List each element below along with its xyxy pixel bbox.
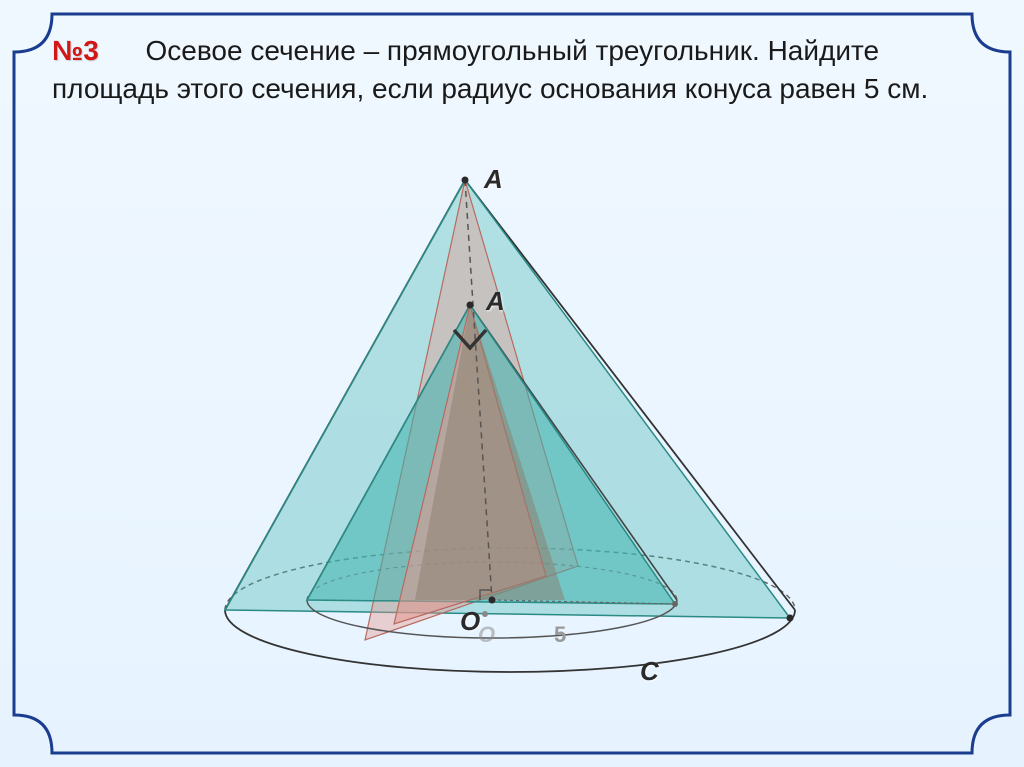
label-radius: 5: [554, 622, 566, 648]
label-point-c: С: [640, 656, 659, 687]
problem-statement: №3 Осевое сечение – прямоугольный треуго…: [52, 32, 972, 108]
cone-diagram: А А О О С 5: [170, 170, 850, 730]
problem-number: №3: [52, 35, 99, 66]
label-apex-inner: А: [486, 286, 505, 317]
problem-line1: Осевое сечение – прямоугольный треугольн…: [145, 35, 759, 66]
label-center-back: О: [478, 622, 495, 648]
label-apex-outer: А: [484, 164, 503, 195]
